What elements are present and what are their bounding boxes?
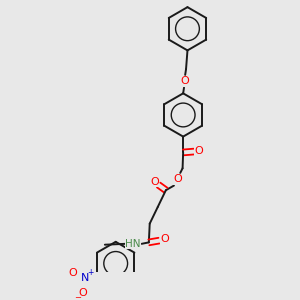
Text: N: N (81, 273, 89, 283)
Text: O: O (150, 177, 159, 187)
Text: O: O (68, 268, 77, 278)
Text: O: O (78, 288, 87, 298)
Text: O: O (195, 146, 203, 156)
Text: O: O (180, 76, 189, 86)
Text: +: + (87, 268, 93, 277)
Text: −: − (74, 293, 81, 300)
Text: O: O (173, 174, 182, 184)
Text: HN: HN (125, 239, 141, 249)
Text: O: O (160, 235, 169, 244)
